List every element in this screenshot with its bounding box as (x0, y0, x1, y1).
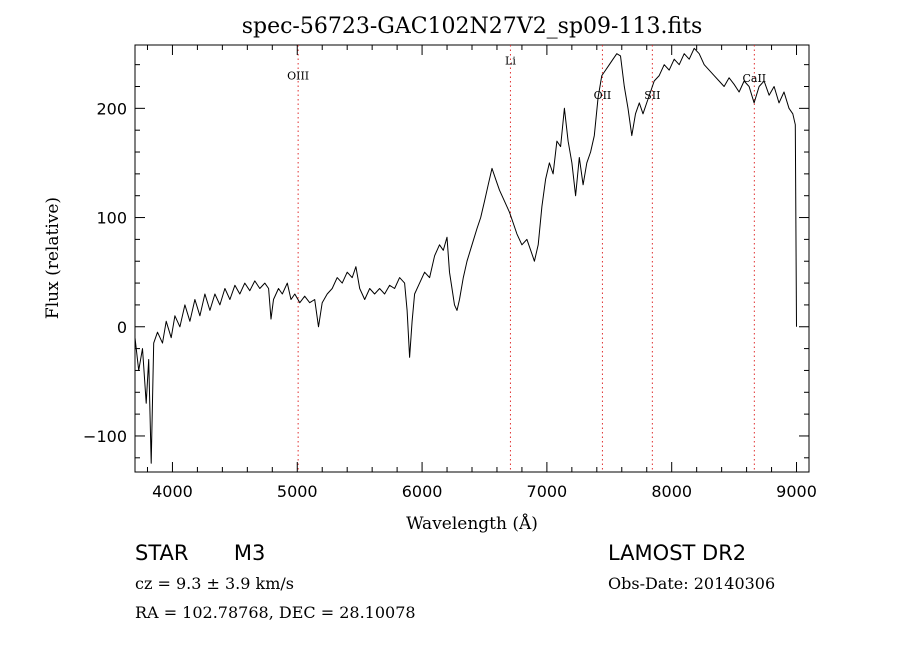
spectral-line-label: OII (594, 89, 612, 102)
x-tick-label: 6000 (402, 482, 443, 501)
chart-title: spec-56723-GAC102N27V2_sp09-113.fits (242, 14, 703, 39)
spectral-line-markers: OIII Li OII SII CaII (287, 45, 766, 472)
x-axis-label: Wavelength (Å) (406, 513, 538, 534)
object-subclass: M3 (233, 541, 266, 565)
object-type: STAR M3 (135, 541, 265, 565)
observation-date: Obs-Date: 20140306 (608, 574, 776, 593)
sky-coordinates: RA = 102.78768, DEC = 28.10078 (135, 603, 416, 622)
axis-ticks: 4000 5000 6000 7000 8000 9000 −100 0 100 200 (83, 45, 817, 501)
y-axis-label: Flux (relative) (43, 197, 63, 319)
spectrum-series (134, 47, 797, 464)
x-tick-label: 4000 (152, 482, 193, 501)
x-tick-label: 5000 (277, 482, 318, 501)
spectral-line-label: OIII (287, 70, 309, 83)
survey-name: LAMOST DR2 (608, 541, 747, 565)
plot-frame (134, 44, 810, 473)
x-tick-label: 7000 (527, 482, 568, 501)
object-class: STAR (135, 541, 189, 565)
y-tick-label: −100 (83, 427, 127, 446)
spectral-line-label: SII (644, 89, 660, 102)
spectrum-line (134, 47, 797, 464)
x-tick-label: 9000 (776, 482, 817, 501)
redshift-velocity: cz = 9.3 ± 3.9 km/s (135, 574, 294, 593)
spectral-line-label: Li (505, 54, 516, 67)
spectral-line-label: CaII (742, 72, 766, 85)
x-tick-label: 8000 (651, 482, 692, 501)
y-tick-label: 100 (96, 209, 127, 228)
y-tick-label: 0 (117, 318, 127, 337)
y-tick-label: 200 (96, 99, 127, 118)
